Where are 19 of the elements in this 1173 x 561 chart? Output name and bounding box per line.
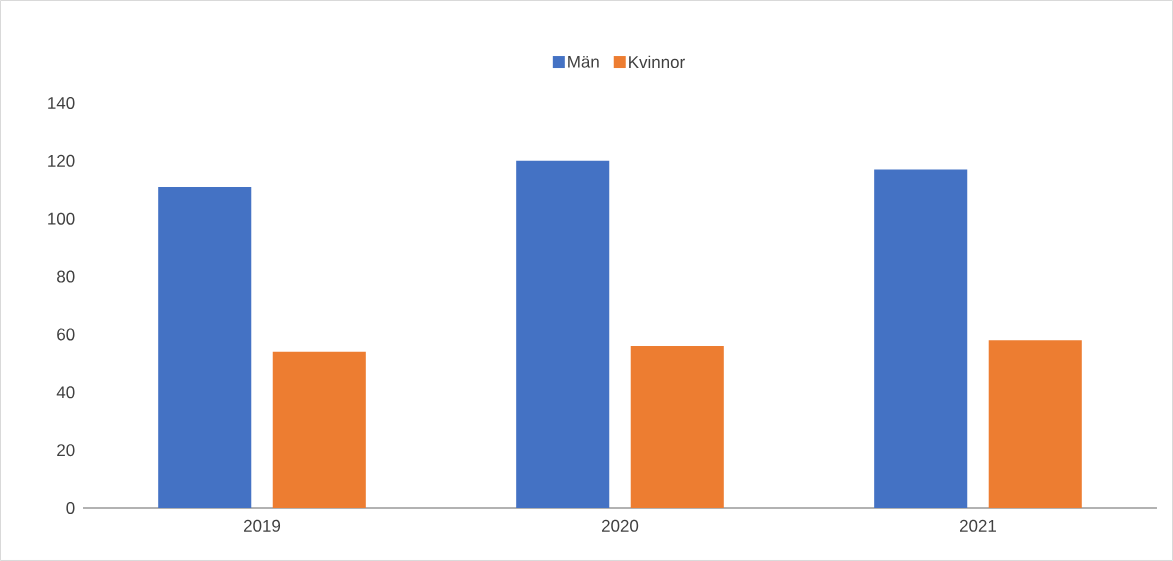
x-tick-label: 2021 (960, 519, 996, 532)
y-tick-label: 80 (57, 270, 75, 283)
bar (158, 186, 252, 508)
x-tick-label: 2019 (244, 519, 281, 532)
bar (516, 160, 610, 508)
bar (874, 169, 968, 508)
x-tick-label: 2020 (602, 519, 639, 532)
bar (630, 345, 724, 508)
y-tick-label: 0 (66, 501, 75, 514)
bar (272, 351, 366, 508)
legend-label: Män (568, 55, 599, 68)
y-tick-label: 60 (57, 328, 75, 341)
y-tick-label: 40 (56, 386, 75, 399)
y-tick-label: 140 (48, 96, 75, 109)
bar (988, 340, 1082, 508)
y-tick-label: 100 (48, 212, 75, 225)
y-tick-label: 20 (57, 444, 75, 457)
legend-label: Kvinnor (629, 55, 685, 69)
y-tick-label: 120 (48, 154, 75, 167)
